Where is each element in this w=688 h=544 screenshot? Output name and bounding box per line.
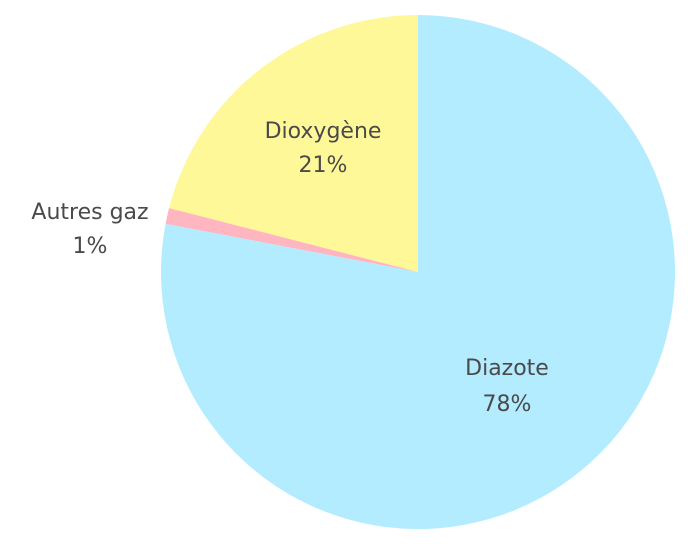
pie-slices [160, 14, 675, 529]
pie-labels: Dioxygène 21% Autres gaz 1% Diazote 78% [31, 119, 548, 417]
slice-dioxygene [169, 14, 418, 272]
slice-label-dioxygene: Dioxygène [265, 119, 382, 144]
slice-value-dioxygene: 21% [299, 153, 348, 178]
slice-value-diazote: 78% [483, 392, 532, 417]
slice-autres-gaz [165, 208, 418, 272]
slice-diazote [160, 15, 675, 529]
slice-value-autres-gaz: 1% [73, 234, 108, 259]
slice-label-autres-gaz: Autres gaz [31, 200, 148, 225]
slice-label-diazote: Diazote [465, 356, 549, 381]
